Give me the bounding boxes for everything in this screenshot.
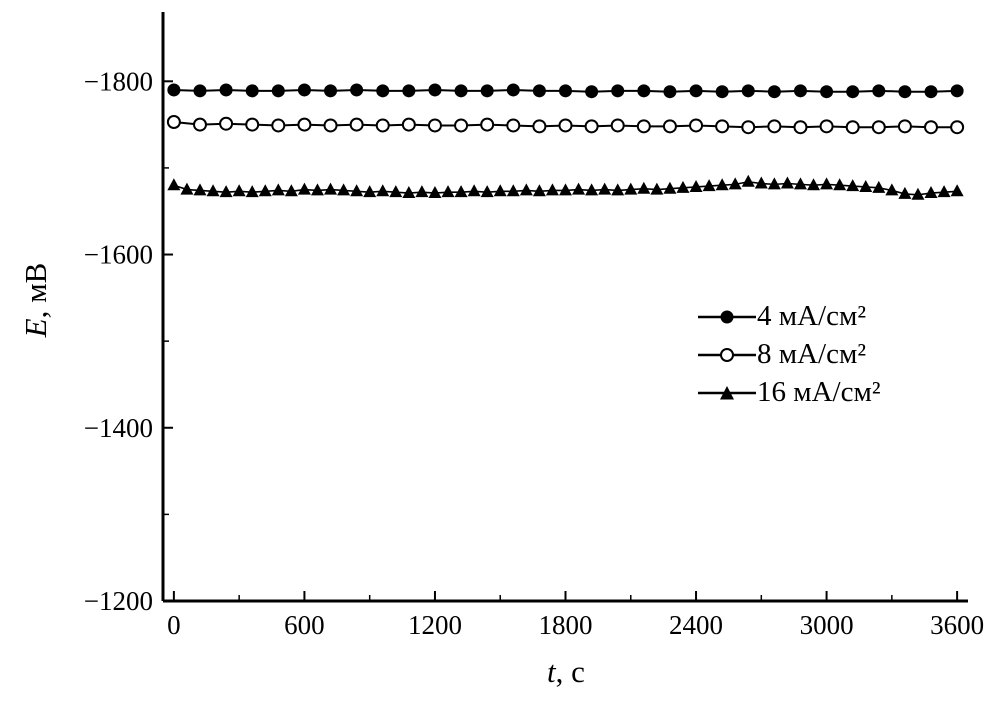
svg-text:−1800: −1800 xyxy=(84,66,153,96)
y-axis-label: E, мВ xyxy=(18,263,54,338)
legend-label: 4 мА/см² xyxy=(757,300,867,332)
svg-text:−1600: −1600 xyxy=(84,240,153,270)
y-axis-variable: E xyxy=(18,318,53,338)
svg-text:3000: 3000 xyxy=(800,610,854,640)
legend-label: 16 мА/см² xyxy=(757,376,881,408)
legend-item-8ma: 8 мА/см² xyxy=(698,338,881,371)
svg-text:2400: 2400 xyxy=(669,610,723,640)
y-axis-unit: , мВ xyxy=(18,262,53,319)
svg-text:1800: 1800 xyxy=(539,610,593,640)
svg-text:600: 600 xyxy=(284,610,325,640)
filled-circle-marker-icon xyxy=(698,310,756,323)
filled-triangle-marker-icon xyxy=(698,385,756,399)
svg-text:3600: 3600 xyxy=(930,610,984,640)
svg-text:−1400: −1400 xyxy=(84,413,153,443)
legend-label: 8 мА/см² xyxy=(757,338,867,370)
svg-text:−1200: −1200 xyxy=(84,586,153,616)
x-axis-unit: , с xyxy=(555,654,585,689)
x-axis-variable: t xyxy=(547,654,556,689)
svg-text:0: 0 xyxy=(167,610,181,640)
svg-text:1200: 1200 xyxy=(408,610,462,640)
legend: 4 мА/см² 8 мА/см² 16 мА/см² xyxy=(698,300,881,409)
x-axis-label: t, с xyxy=(547,654,585,690)
legend-item-16ma: 16 мА/см² xyxy=(698,376,881,409)
open-circle-marker-icon xyxy=(698,347,756,362)
legend-item-4ma: 4 мА/см² xyxy=(698,300,881,333)
